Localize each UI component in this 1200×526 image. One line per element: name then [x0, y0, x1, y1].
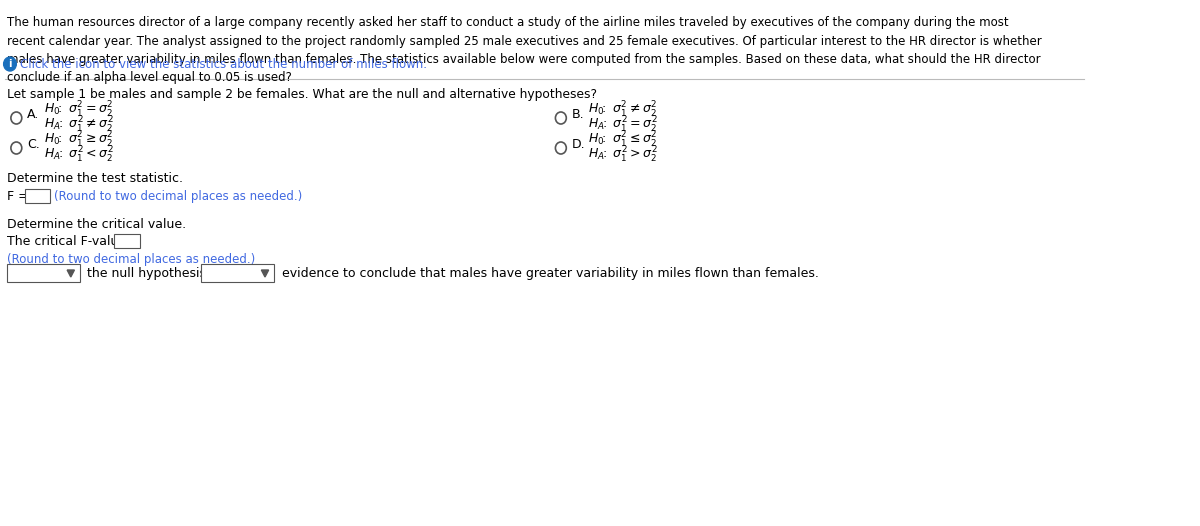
- Text: $H_0\!\!:\ \sigma_1^2 \geq \sigma_2^2$: $H_0\!\!:\ \sigma_1^2 \geq \sigma_2^2$: [43, 130, 113, 150]
- Text: Let sample 1 be males and sample 2 be females. What are the null and alternative: Let sample 1 be males and sample 2 be fe…: [7, 88, 598, 101]
- Text: $H_A\!\!:\ \sigma_1^2 \neq \sigma_2^2$: $H_A\!\!:\ \sigma_1^2 \neq \sigma_2^2$: [43, 115, 113, 135]
- Text: (Round to two decimal places as needed.): (Round to two decimal places as needed.): [7, 253, 256, 266]
- Text: $H_A\!\!:\ \sigma_1^2 > \sigma_2^2$: $H_A\!\!:\ \sigma_1^2 > \sigma_2^2$: [588, 145, 658, 165]
- Polygon shape: [262, 270, 269, 277]
- Text: (Round to two decimal places as needed.): (Round to two decimal places as needed.): [54, 190, 301, 203]
- Text: $H_0\!\!:\ \sigma_1^2 = \sigma_2^2$: $H_0\!\!:\ \sigma_1^2 = \sigma_2^2$: [43, 100, 113, 120]
- Circle shape: [4, 57, 17, 71]
- Text: i: i: [8, 59, 12, 69]
- Text: $H_A\!\!:\ \sigma_1^2 = \sigma_2^2$: $H_A\!\!:\ \sigma_1^2 = \sigma_2^2$: [588, 115, 658, 135]
- FancyBboxPatch shape: [114, 234, 139, 248]
- Text: evidence to conclude that males have greater variability in miles flown than fem: evidence to conclude that males have gre…: [277, 267, 818, 279]
- Text: B.: B.: [571, 107, 584, 120]
- Text: the null hypothesis. There is: the null hypothesis. There is: [84, 267, 269, 279]
- Text: Determine the test statistic.: Determine the test statistic.: [7, 172, 184, 185]
- Text: A.: A.: [28, 107, 40, 120]
- FancyBboxPatch shape: [24, 189, 50, 203]
- Text: The human resources director of a large company recently asked her staff to cond: The human resources director of a large …: [7, 16, 1042, 85]
- Text: $H_A\!\!:\ \sigma_1^2 < \sigma_2^2$: $H_A\!\!:\ \sigma_1^2 < \sigma_2^2$: [43, 145, 113, 165]
- Text: $H_0\!\!:\ \sigma_1^2 \neq \sigma_2^2$: $H_0\!\!:\ \sigma_1^2 \neq \sigma_2^2$: [588, 100, 658, 120]
- Text: D.: D.: [571, 137, 586, 150]
- FancyBboxPatch shape: [7, 264, 80, 282]
- Text: Determine the critical value.: Determine the critical value.: [7, 218, 186, 231]
- Text: C.: C.: [28, 137, 40, 150]
- Text: Click the icon to view the statistics about the number of miles flown.: Click the icon to view the statistics ab…: [20, 57, 427, 70]
- Text: F =: F =: [7, 190, 34, 203]
- Polygon shape: [67, 270, 74, 277]
- FancyBboxPatch shape: [202, 264, 274, 282]
- Text: The critical F-value is: The critical F-value is: [7, 235, 144, 248]
- Text: $H_0\!\!:\ \sigma_1^2 \leq \sigma_2^2$: $H_0\!\!:\ \sigma_1^2 \leq \sigma_2^2$: [588, 130, 658, 150]
